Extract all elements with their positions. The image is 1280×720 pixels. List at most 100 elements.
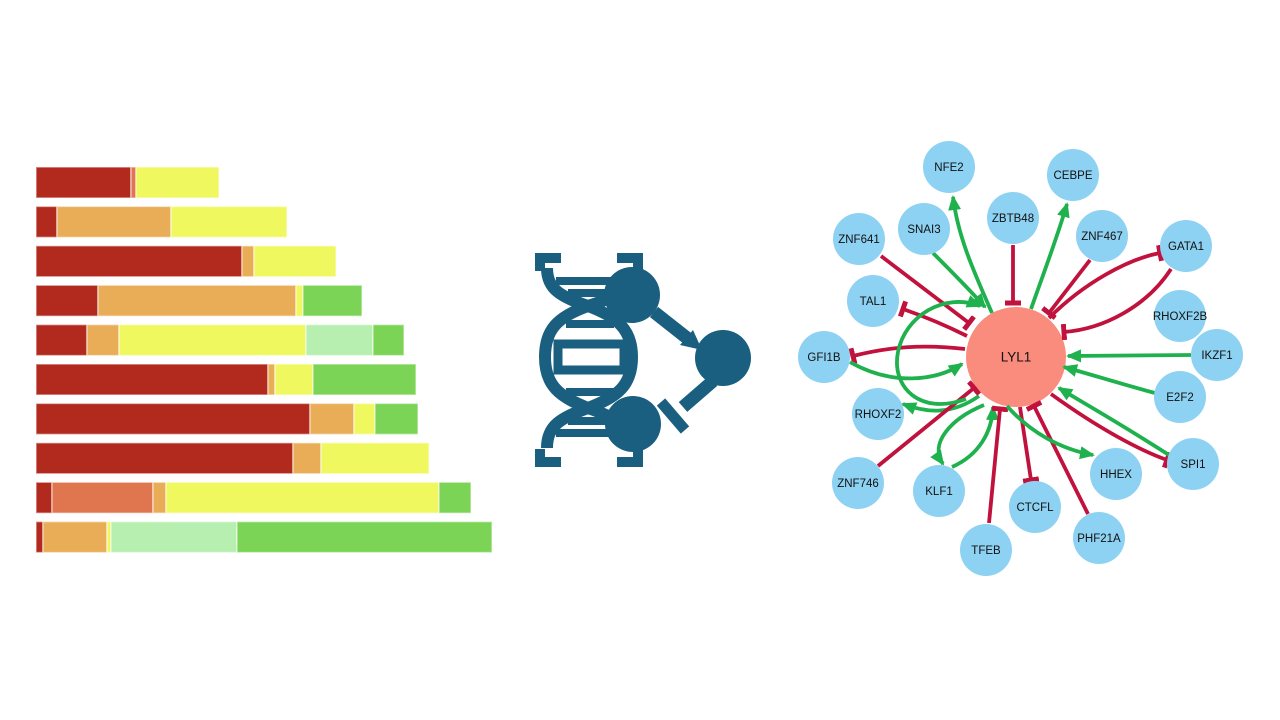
node-circle [1090,448,1142,500]
bar-segment-green [374,402,419,436]
edge-LYL1-CEBPE-activation [1029,202,1070,310]
edge-LYL1-TAL1-repression [897,300,968,338]
bar-segment-orange [152,481,167,514]
network-node-TFEB: TFEB [960,524,1012,576]
activation-arrow-shaft [649,306,692,344]
dna-center-box [553,339,629,375]
bar-segment-darkred [35,520,44,554]
bar-segment-orange [42,520,108,554]
network-node-GFI1B: GFI1B [798,331,850,383]
edge-LYL1-LYL1-activation [895,295,982,406]
bar-segment-green [312,363,417,396]
activation-arrow-head [680,330,702,350]
node-label: CTCFL [1016,502,1054,514]
bar-segment-orange [56,205,172,239]
node-circle [1154,290,1206,342]
network-node-ZNF746: ZNF746 [832,457,884,509]
bar-row [35,284,363,317]
bar-segment-orange [267,363,276,396]
bar-segment-yellow [353,402,376,436]
node-label: ZNF467 [1081,231,1123,243]
node-circle [798,331,850,383]
bar-row [35,363,417,396]
node-label: ZNF746 [837,478,879,490]
node-label: RHOXF2 [855,409,902,421]
node-label: E2F2 [1166,392,1194,404]
bar-segment-lightgreen [110,520,238,554]
node-label: PHF21A [1077,533,1121,545]
node-circle [1191,329,1243,381]
bar-row [35,402,419,436]
network-node-SNAI3: SNAI3 [898,203,950,255]
dna-helix-stroke [541,267,639,449]
node-label: GFI1B [807,352,841,364]
bar-segment-yellow [295,284,304,317]
node-label: IKZF1 [1201,350,1232,362]
bar-segment-darkred [35,284,99,317]
node-label: KLF1 [925,486,953,498]
edge-ZNF641-LYL1-repression [879,254,976,331]
node-circle [960,524,1012,576]
node-label: ZBTB48 [992,213,1034,225]
bar-row [35,481,472,514]
node-label: SPI1 [1181,459,1206,471]
bar-segment-yellow [118,323,307,357]
network-node-CEBPE: CEBPE [1047,149,1099,201]
bar-row [35,166,220,199]
network-node-ZBTB48: ZBTB48 [987,192,1039,244]
network-node-LYL1 [966,307,1066,407]
node-label: TAL1 [860,296,887,308]
node-circle [1160,220,1212,272]
network-node-ZNF467: ZNF467 [1076,210,1128,262]
node-circle [1167,438,1219,490]
molecule-node-1 [605,396,661,452]
bar-segment-yellow [253,245,337,278]
bar-segment-lightgreen [305,323,374,357]
edge-LYL1-SPI1-repression [1049,392,1173,469]
network-node-SPI1: SPI1 [1167,438,1219,490]
bar-segment-darkred [35,323,88,357]
dna-regulation-icon [535,253,751,467]
network-node-RHOXF2: RHOXF2 [852,388,904,440]
bar-segment-darkred [35,481,53,514]
node-circle [1154,371,1206,423]
node-label: NFE2 [934,162,963,174]
edge-PHF21A-LYL1-repression [1025,400,1090,515]
bar-segment-orange [86,323,120,357]
network-node-GATA1: GATA1 [1160,220,1212,272]
node-circle [1009,481,1061,533]
bar-segment-green [302,284,363,317]
edge-LYL1-CTCFL-repression [1018,406,1040,484]
node-circle [847,275,899,327]
network-node-KLF1: KLF1 [913,465,965,517]
node-circle [1047,149,1099,201]
network-node-NFE2: NFE2 [923,141,975,193]
edge-ZNF467-LYL1-repression [1041,258,1092,320]
network-node-HHEX: HHEX [1090,448,1142,500]
node-label: TFEB [971,545,1001,557]
bar-segment-green [236,520,493,554]
edge-LYL1-RHOXF2-activation [901,394,981,415]
edge-E2F2-LYL1-activation [1062,364,1156,395]
bar-row [35,205,288,239]
node-circle [987,192,1039,244]
bar-segment-darkred [35,402,311,436]
node-label: ZNF641 [838,234,880,246]
dna-helix-cap [617,253,643,263]
bar-segment-orange [292,442,322,475]
dna-helix-cap [535,253,561,263]
bar-segment-green [372,323,405,357]
edge-GATA1-LYL1-repression [1060,267,1173,341]
gene-regulatory-network: NFE2 ZBTB48 CEBPE ZNF467 GATA1 SNAI3 ZNF641 TAL… [798,141,1243,576]
node-label: SNAI3 [907,224,940,236]
bar-segment-darkred [35,363,269,396]
bar-row [35,520,493,554]
node-label: HHEX [1100,469,1132,481]
edge-IKZF1-LYL1-activation [1066,349,1192,363]
network-node-ZNF641: ZNF641 [833,213,885,265]
node-circle [833,213,885,265]
node-circle [898,203,950,255]
inhibition-tbar-bar [656,398,690,434]
dna-helix-cap [633,449,643,467]
